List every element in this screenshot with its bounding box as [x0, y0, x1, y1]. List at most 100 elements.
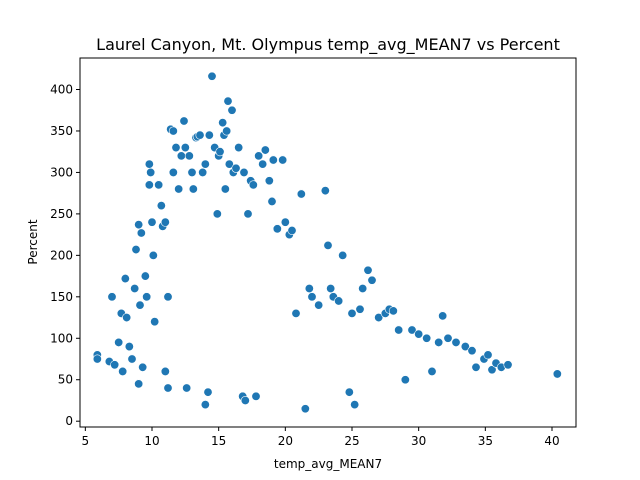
data-point — [142, 292, 152, 302]
y-tick-label: 100 — [50, 331, 73, 345]
data-point — [168, 126, 178, 136]
data-point — [163, 383, 173, 393]
data-point — [240, 395, 250, 405]
data-point — [414, 329, 424, 339]
data-point — [422, 333, 432, 343]
data-point — [150, 317, 160, 327]
data-point — [358, 284, 368, 294]
data-point — [258, 159, 268, 169]
data-point — [207, 71, 217, 81]
data-point — [350, 400, 360, 410]
data-point — [124, 342, 134, 352]
data-point — [234, 143, 244, 153]
data-point — [483, 350, 493, 360]
data-point — [363, 265, 373, 275]
data-point — [168, 167, 178, 177]
data-point — [443, 333, 453, 343]
data-point — [130, 284, 140, 294]
data-point — [147, 217, 157, 227]
data-point — [222, 126, 232, 136]
data-point — [267, 196, 277, 206]
data-point — [200, 159, 210, 169]
data-point — [131, 245, 141, 255]
data-point — [278, 155, 288, 165]
data-point — [503, 360, 513, 370]
data-point — [187, 167, 197, 177]
data-point — [138, 362, 148, 372]
data-point — [434, 337, 444, 347]
data-point — [182, 383, 192, 393]
y-tick-label: 150 — [50, 290, 73, 304]
x-tick-label: 15 — [211, 434, 226, 448]
data-point — [400, 375, 410, 385]
data-point — [146, 167, 156, 177]
data-point — [248, 180, 258, 190]
data-point — [171, 143, 181, 153]
y-axis-ticks: 0 50 100 150 200 250 300 350 400 — [50, 83, 80, 428]
data-point — [135, 300, 145, 310]
data-point — [254, 151, 264, 161]
data-point — [407, 325, 417, 335]
y-tick-label: 350 — [50, 124, 73, 138]
data-point — [188, 184, 198, 194]
data-point — [203, 387, 213, 397]
data-point — [326, 284, 336, 294]
data-point — [487, 365, 497, 375]
data-point — [388, 306, 398, 316]
x-tick-label: 35 — [478, 434, 493, 448]
data-point — [323, 240, 333, 250]
data-point — [140, 271, 150, 281]
data-point — [136, 228, 146, 238]
x-tick-label: 30 — [411, 434, 426, 448]
data-point — [174, 184, 184, 194]
chart-title: Laurel Canyon, Mt. Olympus temp_avg_MEAN… — [96, 35, 560, 55]
data-point — [204, 130, 214, 140]
data-point — [160, 217, 170, 227]
data-point — [212, 209, 222, 219]
x-tick-label: 5 — [82, 434, 90, 448]
data-point — [467, 346, 477, 356]
data-point — [114, 337, 124, 347]
data-point — [438, 311, 448, 321]
data-point — [344, 387, 354, 397]
data-point — [144, 180, 154, 190]
data-point — [179, 116, 189, 126]
data-point — [264, 176, 274, 186]
data-point — [300, 404, 310, 414]
data-point — [156, 201, 166, 211]
data-point — [272, 224, 282, 234]
data-point — [122, 313, 132, 323]
data-point — [260, 145, 270, 155]
y-tick-label: 0 — [65, 414, 73, 428]
data-point — [224, 159, 234, 169]
data-point — [118, 366, 128, 376]
data-point — [227, 105, 237, 115]
data-point — [176, 151, 186, 161]
data-point — [144, 159, 154, 169]
data-point — [134, 220, 144, 230]
y-axis-label: Percent — [26, 219, 40, 264]
x-axis-label: temp_avg_MEAN7 — [274, 457, 382, 471]
y-tick-label: 200 — [50, 248, 73, 262]
data-point — [427, 366, 437, 376]
data-point — [160, 366, 170, 376]
data-point — [314, 300, 324, 310]
data-point — [110, 360, 120, 370]
data-point — [92, 354, 102, 364]
data-point — [355, 304, 365, 314]
data-point — [307, 292, 317, 302]
x-tick-label: 25 — [344, 434, 359, 448]
data-point — [291, 308, 301, 318]
data-point — [239, 167, 249, 177]
data-point — [184, 151, 194, 161]
data-point — [218, 118, 228, 128]
data-point — [347, 308, 357, 318]
y-tick-label: 300 — [50, 165, 73, 179]
data-point — [198, 167, 208, 177]
x-tick-label: 10 — [144, 434, 159, 448]
data-point — [148, 250, 158, 260]
data-point — [374, 313, 384, 323]
data-point — [251, 391, 261, 401]
data-point — [231, 163, 241, 173]
